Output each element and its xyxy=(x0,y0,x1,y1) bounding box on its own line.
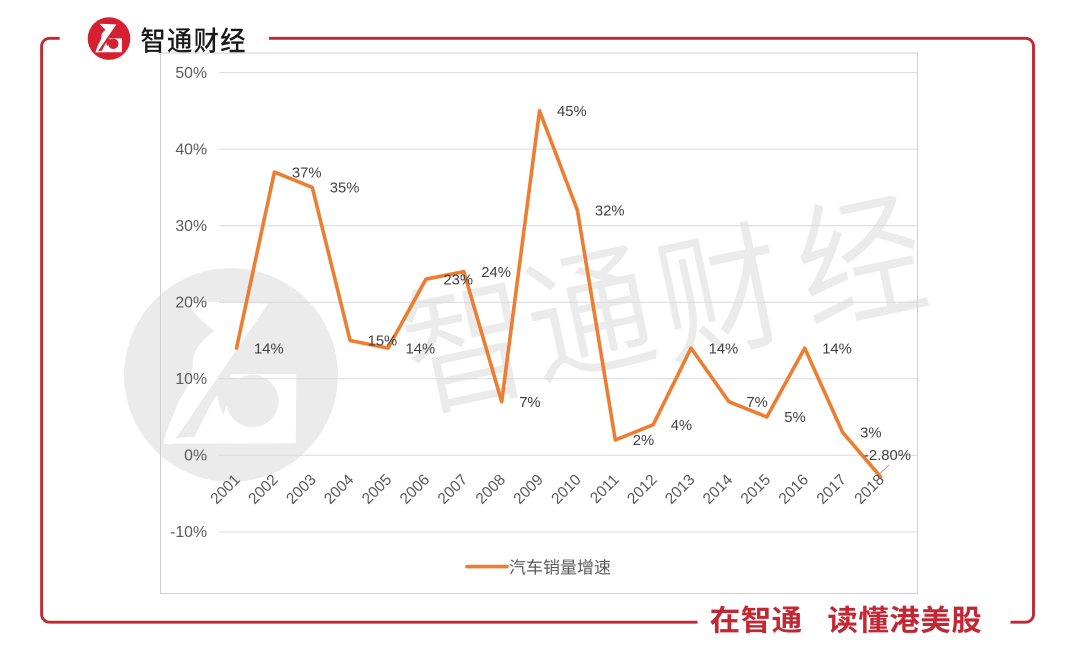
svg-text:14%: 14% xyxy=(406,341,436,357)
svg-text:35%: 35% xyxy=(330,181,360,197)
svg-text:4%: 4% xyxy=(671,418,692,434)
svg-text:20%: 20% xyxy=(175,295,207,312)
svg-text:14%: 14% xyxy=(254,341,284,357)
svg-text:7%: 7% xyxy=(519,395,540,411)
svg-text:3%: 3% xyxy=(860,426,881,442)
svg-text:7%: 7% xyxy=(746,395,767,411)
svg-text:37%: 37% xyxy=(292,165,322,181)
svg-text:50%: 50% xyxy=(175,65,207,82)
svg-text:14%: 14% xyxy=(709,341,739,357)
svg-text:10%: 10% xyxy=(175,371,207,388)
svg-text:-10%: -10% xyxy=(170,524,207,541)
svg-text:5%: 5% xyxy=(784,410,805,426)
svg-text:0%: 0% xyxy=(184,448,207,465)
svg-text:2%: 2% xyxy=(633,433,654,449)
svg-text:45%: 45% xyxy=(557,104,587,120)
svg-text:14%: 14% xyxy=(822,341,852,357)
svg-text:23%: 23% xyxy=(443,272,473,288)
svg-text:15%: 15% xyxy=(368,334,398,350)
svg-text:32%: 32% xyxy=(595,204,625,220)
svg-text:-2.80%: -2.80% xyxy=(864,448,911,464)
svg-text:24%: 24% xyxy=(481,265,511,281)
svg-text:30%: 30% xyxy=(175,218,207,235)
svg-text:40%: 40% xyxy=(175,141,207,158)
